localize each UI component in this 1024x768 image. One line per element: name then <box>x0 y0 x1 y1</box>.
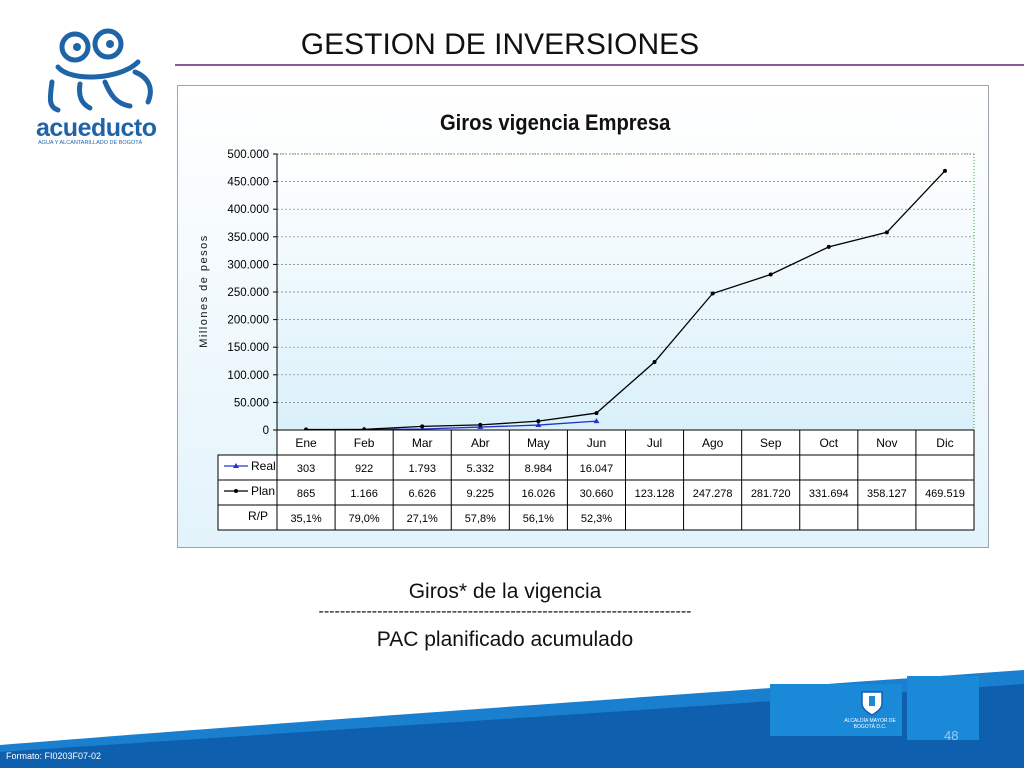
series-line-plan <box>306 170 946 431</box>
legend-label-real: Real <box>251 459 276 473</box>
y-tick-label: 400.000 <box>227 204 269 216</box>
data-point-plan <box>768 272 773 277</box>
x-category-label: Jul <box>647 436 662 450</box>
caption-giros: Giros* de la vigencia <box>408 580 602 603</box>
y-tick-label: 250.000 <box>227 287 269 299</box>
y-tick-label: 100.000 <box>227 370 269 382</box>
data-label-plan: 9.225 <box>467 488 495 500</box>
data-label-rp: 79,0% <box>349 513 380 525</box>
data-label-rp: 35,1% <box>290 513 321 525</box>
data-point-plan <box>536 419 541 424</box>
bogota-seal-icon <box>861 691 883 716</box>
data-point-plan <box>884 230 889 235</box>
data-label-plan: 16.026 <box>522 488 556 500</box>
x-category-label: Nov <box>876 436 897 450</box>
data-point-plan <box>594 411 599 416</box>
data-label-plan: 469.519 <box>925 488 965 500</box>
x-category-label: Dic <box>936 436 953 450</box>
y-tick-label: 350.000 <box>227 232 269 244</box>
x-category-label: Jun <box>587 436 606 450</box>
legend-marker-real <box>233 463 239 468</box>
data-label-real: 5.332 <box>467 463 495 475</box>
data-label-plan: 281.720 <box>751 488 791 500</box>
x-category-label: May <box>527 436 550 450</box>
data-label-real: 1.793 <box>408 463 436 475</box>
data-label-rp: 27,1% <box>407 513 438 525</box>
x-category-label: Ene <box>295 436 317 450</box>
logo-text: acueducto <box>36 114 157 142</box>
data-point-real <box>535 422 542 428</box>
y-tick-label: 450.000 <box>227 177 269 189</box>
x-category-label: Mar <box>412 436 433 450</box>
footer-page-box <box>907 676 979 740</box>
data-label-real: 8.984 <box>525 463 553 475</box>
data-label-plan: 247.278 <box>693 488 733 500</box>
footer-wave <box>0 670 1024 768</box>
data-label-plan: 865 <box>297 488 315 500</box>
x-category-label: Abr <box>471 436 490 450</box>
caption-pac: PAC planificado acumulado <box>376 628 634 651</box>
data-point-plan <box>652 360 657 365</box>
seal-label: ALCALDÍA MAYOR DE BOGOTÁ D.C. <box>844 718 896 730</box>
x-category-label: Feb <box>354 436 375 450</box>
data-point-plan <box>478 422 483 427</box>
chart-frame: Giros vigencia Empresa Millones de pesos… <box>177 85 989 548</box>
data-label-rp: 52,3% <box>581 513 612 525</box>
y-tick-label: 0 <box>263 425 269 437</box>
data-label-rp: 56,1% <box>523 513 554 525</box>
legend-label-plan: Plan <box>251 484 275 498</box>
caption-divider: ----------------------------------------… <box>318 603 692 620</box>
data-label-real: 16.047 <box>580 463 614 475</box>
data-table-legend-column <box>217 454 278 531</box>
x-category-label: Oct <box>819 436 838 450</box>
format-code: Formato: FI0203F07-02 <box>6 751 102 761</box>
data-label-plan: 331.694 <box>809 488 849 500</box>
chart-title: Giros vigencia Empresa <box>440 111 671 135</box>
data-point-plan <box>826 244 831 249</box>
data-label-real: 922 <box>355 463 373 475</box>
table-row-label-rp: R/P <box>248 509 268 523</box>
y-axis-label: Millones de pesos <box>198 234 210 348</box>
data-label-plan: 123.128 <box>635 488 675 500</box>
y-tick-label: 50.000 <box>234 397 269 409</box>
data-point-plan <box>710 291 715 296</box>
data-label-real: 303 <box>297 463 315 475</box>
data-point-plan <box>942 168 947 173</box>
line-chart: Giros vigencia Empresa Millones de pesos… <box>198 111 975 531</box>
acueducto-logo <box>47 28 153 113</box>
logo-subtitle: AGUA Y ALCANTARILLADO DE BOGOTÁ <box>38 140 143 146</box>
data-point-real <box>593 418 600 424</box>
legend-marker-plan <box>234 489 238 493</box>
data-label-plan: 6.626 <box>408 488 436 500</box>
data-label-plan: 358.127 <box>867 488 907 500</box>
y-tick-label: 500.000 <box>227 149 269 161</box>
title-divider <box>175 64 1024 66</box>
y-tick-label: 150.000 <box>227 342 269 354</box>
y-tick-label: 300.000 <box>227 259 269 271</box>
data-label-rp: 57,8% <box>465 513 496 525</box>
y-tick-label: 200.000 <box>227 315 269 327</box>
data-label-plan: 30.660 <box>580 488 614 500</box>
data-point-plan <box>420 424 425 429</box>
slide-title: GESTION DE INVERSIONES <box>300 28 700 61</box>
x-category-label: Ago <box>702 436 724 450</box>
page-number: 48 <box>944 728 959 743</box>
data-label-plan: 1.166 <box>350 488 378 500</box>
x-category-label: Sep <box>760 436 782 450</box>
